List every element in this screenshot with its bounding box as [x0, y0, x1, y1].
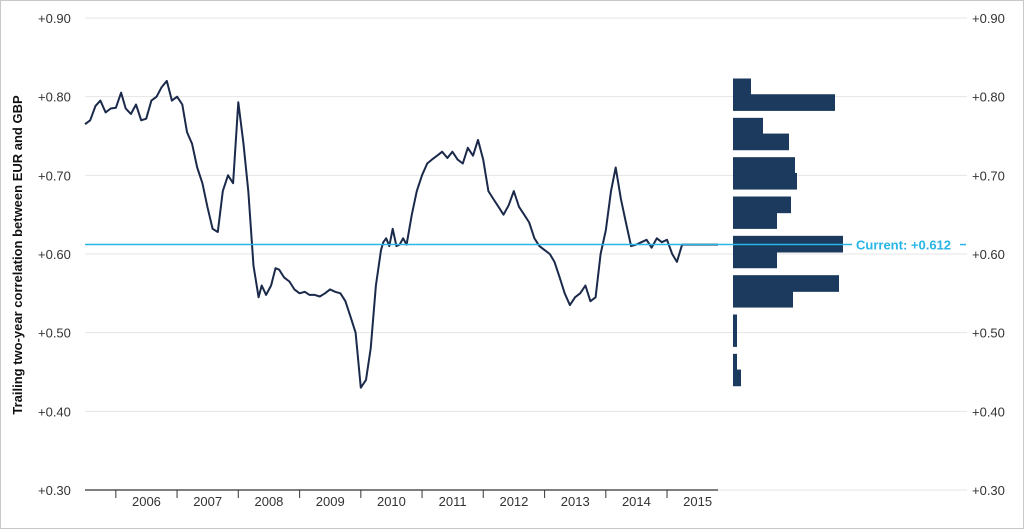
distribution-bar	[733, 353, 737, 371]
y-tick-label-right: +0.30	[972, 483, 1005, 498]
y-tick-label: +0.30	[38, 483, 71, 498]
y-tick-label-right: +0.40	[972, 404, 1005, 419]
correlation-line	[84, 79, 718, 389]
distribution-bar	[733, 117, 763, 135]
y-tick-label-right: +0.60	[972, 247, 1005, 262]
y-tick-label-right: +0.90	[972, 11, 1005, 26]
y-tick-label: +0.90	[38, 11, 71, 26]
x-tick-label: 2012	[499, 494, 528, 509]
distribution-bar	[733, 133, 789, 151]
distribution-bar	[733, 157, 795, 174]
distribution-bar	[733, 369, 741, 387]
x-tick-label: 2015	[683, 494, 712, 509]
x-tick-label: 2011	[439, 494, 467, 509]
y-axis-label: Trailing two-year correlation between EU…	[10, 95, 25, 415]
x-tick-label: 2010	[377, 494, 406, 509]
distribution-bar	[733, 251, 777, 269]
x-tick-label: 2009	[316, 494, 345, 509]
distribution-bar	[733, 275, 839, 292]
x-tick-label: 2007	[193, 494, 222, 509]
x-tick-label: 2006	[132, 494, 161, 509]
y-tick-label: +0.40	[38, 404, 71, 419]
distribution-bar	[733, 330, 737, 347]
distribution-bar	[733, 212, 777, 229]
y-tick-label-right: +0.70	[972, 168, 1005, 183]
distribution-bar	[733, 290, 793, 308]
x-tick-label: 2014	[622, 494, 651, 509]
distribution-bar	[733, 196, 791, 214]
y-tick-label: +0.60	[38, 247, 71, 262]
y-axis-right: +0.90 +0.80 +0.70 +0.60 +0.50 +0.40 +0.30	[972, 11, 1005, 498]
x-tick-label: 2013	[561, 494, 590, 509]
y-tick-label: +0.50	[38, 326, 71, 341]
x-axis: 2006 2007 2008 2009 2010 2011 2012 2013 2014 2015	[85, 489, 718, 509]
y-tick-label-right: +0.50	[972, 326, 1005, 341]
grid-lines	[85, 17, 967, 491]
distribution-bar	[733, 78, 751, 96]
current-value-label: Current: +0.612	[856, 238, 951, 253]
y-tick-label-right: +0.80	[972, 90, 1005, 105]
distribution-bar	[733, 172, 797, 190]
y-tick-label: +0.80	[38, 90, 71, 105]
x-tick-label: 2008	[254, 494, 283, 509]
y-tick-label: +0.70	[38, 168, 71, 183]
distribution-bar	[733, 314, 737, 332]
y-axis-left: +0.90 +0.80 +0.70 +0.60 +0.50 +0.40 +0.30	[38, 11, 71, 498]
distribution-bar	[733, 94, 835, 111]
distribution-bars	[733, 78, 843, 387]
